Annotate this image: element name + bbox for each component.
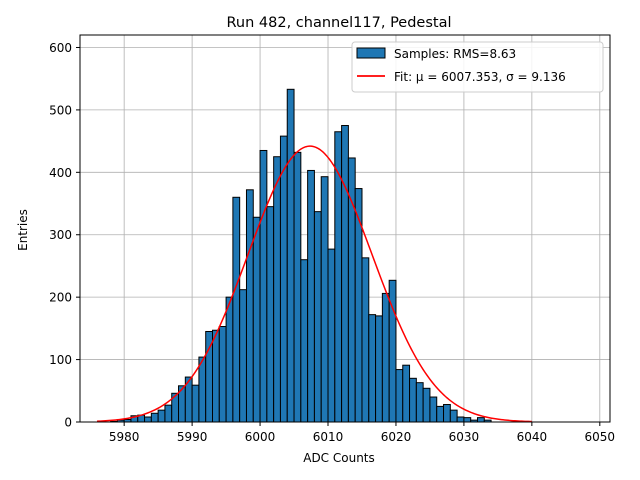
y-tick-label: 100 <box>49 353 72 367</box>
histogram-bar <box>252 216 261 423</box>
histogram-bar <box>198 356 207 423</box>
plot-frame <box>79 34 611 423</box>
histogram-bar <box>341 125 349 423</box>
legend: Samples: RMS=8.63 Fit: μ = 6007.353, σ =… <box>351 41 604 93</box>
legend-box <box>351 41 604 93</box>
histogram-bar <box>327 248 336 423</box>
histogram-bar <box>300 259 309 423</box>
histogram-bar <box>375 315 383 423</box>
histogram-bar <box>477 417 485 423</box>
histogram-bar <box>443 404 451 423</box>
histogram-bar <box>456 416 465 423</box>
legend-fit-label: Fit: μ = 6007.353, σ = 9.136 <box>394 70 566 84</box>
y-tick-label: 400 <box>49 166 72 180</box>
y-tick-label: 0 <box>64 416 72 430</box>
legend-samples-label: Samples: RMS=8.63 <box>394 47 516 61</box>
histogram-bar <box>150 412 159 423</box>
histogram-bar <box>232 196 241 423</box>
histogram-bar <box>307 169 315 423</box>
y-axis-label: Entries <box>16 209 30 251</box>
histogram-bar <box>313 211 322 423</box>
histogram-bar <box>361 257 370 423</box>
histogram-bar <box>422 387 431 423</box>
histogram-bar <box>395 369 404 423</box>
x-tick-label: 6050 <box>585 430 616 444</box>
histogram-bar <box>218 325 227 423</box>
histogram-bar <box>436 405 445 423</box>
y-axis-ticks: 0 100 200 300 400 500 600 <box>49 41 80 430</box>
histogram-bar <box>334 131 343 423</box>
y-tick-label: 500 <box>49 103 72 117</box>
x-tick-label: 6040 <box>517 430 548 444</box>
x-tick-label: 5990 <box>177 430 208 444</box>
x-axis-ticks: 5980 5990 6000 6010 6020 6030 6040 6050 <box>109 422 615 444</box>
histogram-bar <box>191 384 200 423</box>
histogram-bar <box>225 296 234 423</box>
x-tick-label: 6020 <box>381 430 412 444</box>
y-tick-label: 300 <box>49 228 72 242</box>
x-tick-label: 6030 <box>449 430 480 444</box>
histogram-bar <box>463 417 472 423</box>
histogram-bar <box>259 149 268 423</box>
histogram-bars <box>110 88 492 423</box>
histogram-bar <box>415 382 424 423</box>
y-tick-label: 200 <box>49 291 72 305</box>
histogram-bar <box>449 409 458 423</box>
histogram-bar <box>409 377 417 423</box>
histogram-bar <box>293 151 302 423</box>
histogram-bar <box>368 314 377 423</box>
histogram-bar <box>273 156 281 423</box>
histogram-bar <box>164 404 173 423</box>
histogram-bar <box>279 135 288 423</box>
histogram-bar <box>402 364 411 423</box>
histogram-bar <box>429 396 438 423</box>
histogram-bar <box>381 292 390 423</box>
histogram-bar <box>212 329 220 423</box>
histogram-bar <box>239 289 247 423</box>
y-tick-label: 600 <box>49 41 72 55</box>
histogram-bar <box>157 409 166 423</box>
x-tick-label: 6000 <box>245 430 276 444</box>
histogram-bar <box>144 416 152 423</box>
histogram-bar <box>266 206 275 423</box>
x-axis-label: ADC Counts <box>303 451 375 465</box>
histogram-bar <box>320 176 329 423</box>
x-tick-label: 6010 <box>313 430 344 444</box>
legend-samples-swatch <box>356 47 386 59</box>
x-tick-label: 5980 <box>109 430 140 444</box>
chart-title: Run 482, channel117, Pedestal <box>226 15 451 31</box>
histogram-bar <box>245 189 254 423</box>
fit-curve <box>96 145 532 423</box>
histogram-bar <box>286 88 295 423</box>
